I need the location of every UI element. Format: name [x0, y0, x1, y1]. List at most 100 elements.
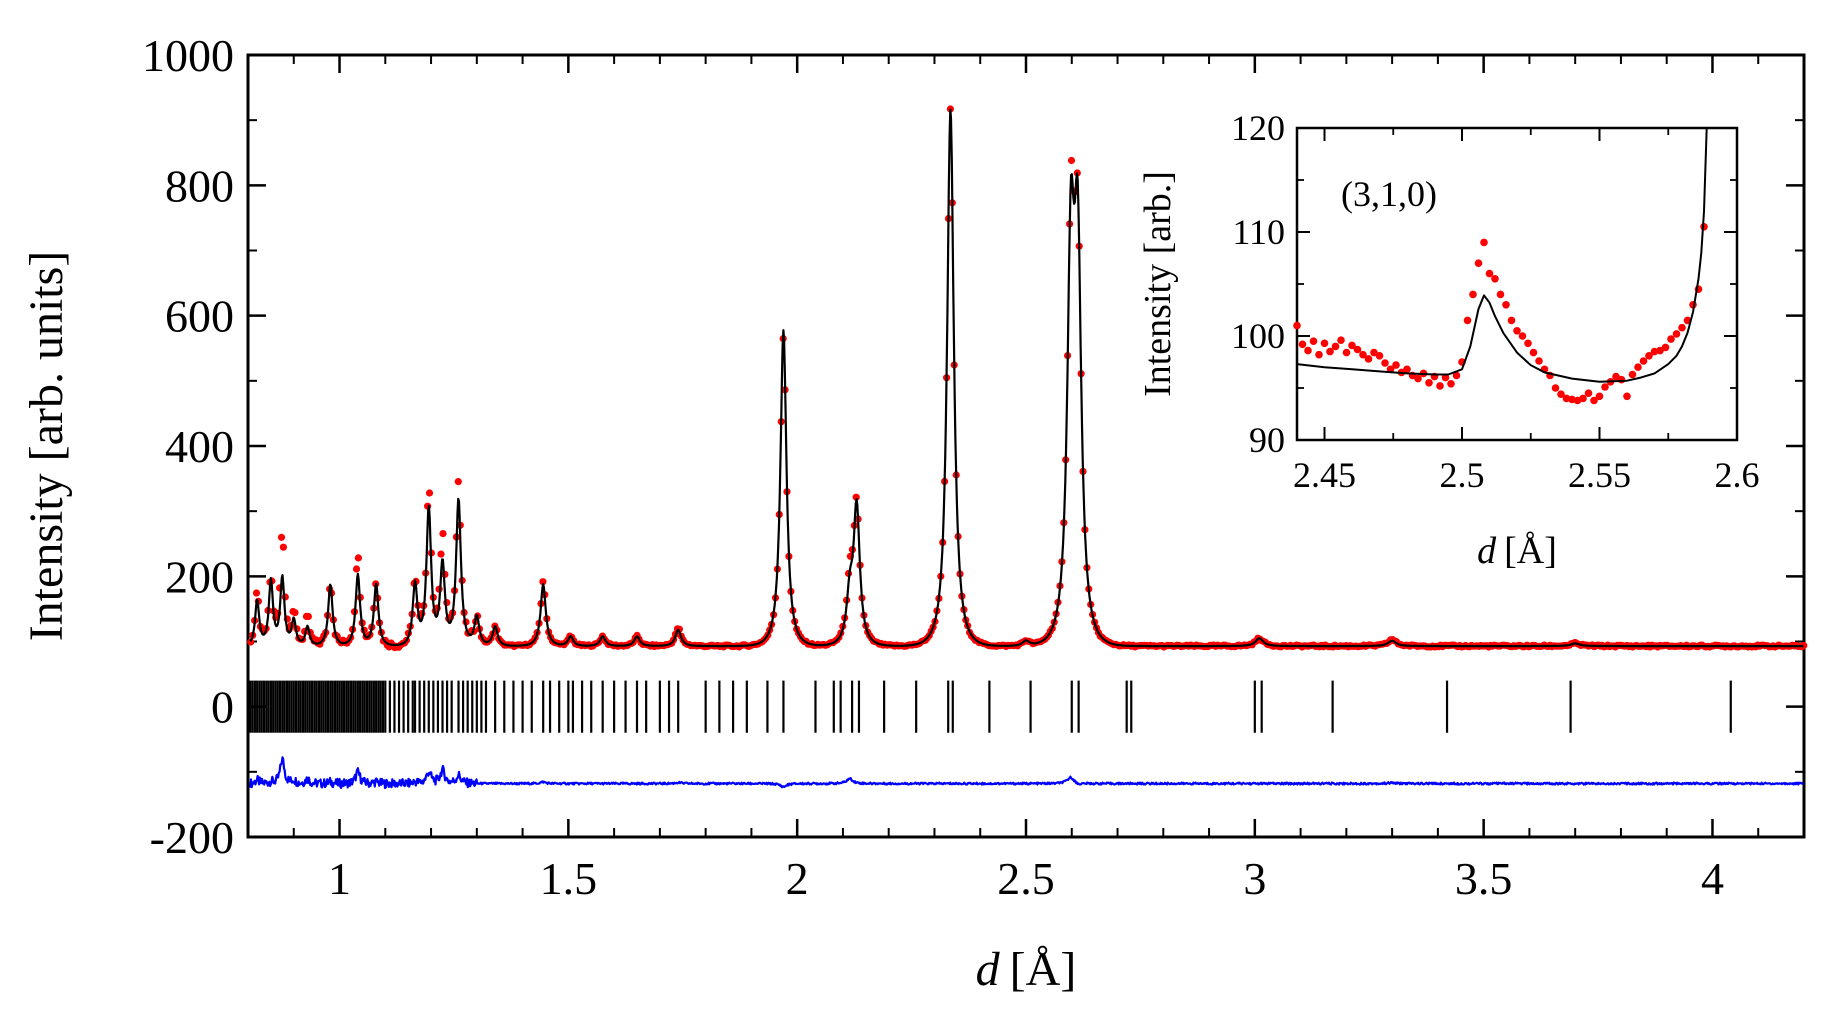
- inset-observed-point: [1309, 337, 1318, 346]
- inset-x-tick-label: 2.5: [1440, 455, 1485, 495]
- observed-point: [277, 533, 286, 541]
- main-x-axis-variable: d: [976, 943, 1001, 996]
- inset-x-tick-label: 2.45: [1293, 455, 1356, 495]
- inset-x-axis: 2.45 2.5 2.55 2.6: [1293, 128, 1760, 495]
- inset-y-axis-label: Intensity [arb.]: [1137, 171, 1179, 397]
- inset-x-axis-variable: d: [1477, 530, 1497, 572]
- inset-observed-point: [1441, 373, 1450, 382]
- y-tick-label: 400: [165, 421, 234, 472]
- inset-observed-point: [1513, 327, 1521, 335]
- main-x-axis-label: d [Å]: [976, 943, 1077, 996]
- inset-observed-point: [1634, 363, 1642, 372]
- observed-point: [852, 493, 860, 501]
- inset-observed-point: [1326, 347, 1334, 356]
- x-tick-label: 4: [1701, 853, 1724, 904]
- x-tick-label: 2.5: [997, 853, 1055, 904]
- reflection-markers: [249, 680, 1732, 733]
- inset-observed-point: [1436, 382, 1444, 390]
- inset-observed-point: [1474, 259, 1483, 268]
- inset-observed-point: [1535, 357, 1543, 365]
- inset-plot: 2.45 2.5 2.55 2.6 90 100 110 120 (3,1,0) Inten…: [1137, 108, 1760, 572]
- inset-observed-point: [1518, 332, 1527, 340]
- observed-point: [539, 578, 547, 586]
- inset-x-tick-label: 2.6: [1715, 455, 1760, 495]
- inset-observed-point: [1628, 370, 1637, 379]
- inset-observed-point: [1480, 238, 1488, 247]
- inset-observed-point: [1672, 330, 1681, 338]
- inset-observed-point: [1645, 352, 1653, 360]
- inset-observed-point: [1381, 359, 1389, 367]
- inset-observed-point: [1529, 348, 1538, 357]
- inset-observed-point: [1293, 321, 1301, 330]
- x-tick-label: 3.5: [1455, 853, 1513, 904]
- y-tick-label: 1000: [142, 30, 234, 81]
- observed-point: [1067, 156, 1076, 165]
- inset-y-tick-label: 110: [1232, 212, 1285, 252]
- inset-y-tick-label: 90: [1249, 420, 1285, 460]
- observed-point: [291, 609, 299, 617]
- inset-observed-point: [1304, 346, 1312, 355]
- inset-observed-point: [1452, 371, 1461, 380]
- inset-observed-point: [1623, 392, 1631, 401]
- y-tick-label: -200: [150, 812, 234, 863]
- main-x-axis-unit: [Å]: [1010, 943, 1077, 996]
- observed-point: [247, 638, 255, 646]
- inset-x-tick-label: 2.55: [1568, 455, 1631, 495]
- inset-observed-point: [1502, 301, 1510, 309]
- inset-observed-point: [1353, 345, 1362, 354]
- inset-observed-point: [1403, 365, 1411, 374]
- inset-observed-point: [1359, 350, 1367, 359]
- inset-observed-point: [1601, 383, 1609, 391]
- observed-point: [279, 543, 287, 551]
- x-tick-label: 3: [1243, 853, 1266, 904]
- inset-annotation: (3,1,0): [1341, 174, 1437, 214]
- inset-observed-point: [1678, 323, 1686, 332]
- inset-observed-point: [1392, 361, 1400, 369]
- inset-observed-point: [1485, 269, 1494, 278]
- inset-observed-point: [1507, 316, 1516, 325]
- inset-observed-point: [1447, 380, 1455, 388]
- observed-point: [454, 478, 462, 486]
- inset-observed-point: [1331, 342, 1340, 351]
- y-tick-label: 600: [165, 291, 234, 342]
- inset-observed-point: [1661, 343, 1670, 352]
- inset-observed-point: [1375, 352, 1384, 360]
- inset-observed-point: [1414, 374, 1422, 383]
- inset-observed-point: [1370, 348, 1378, 357]
- inset-observed-point: [1579, 394, 1587, 403]
- inset-observed-point: [1496, 290, 1505, 299]
- inset-observed-point: [1342, 348, 1351, 357]
- observed-point: [252, 589, 261, 597]
- inset-y-tick-label: 100: [1231, 316, 1285, 356]
- y-tick-label: 0: [211, 682, 234, 733]
- inset-y-tick-label: 120: [1231, 108, 1285, 148]
- inset-y-axis: 90 100 110 120: [1231, 108, 1737, 460]
- inset-observed-point: [1584, 389, 1593, 398]
- inset-observed-point: [1364, 355, 1373, 363]
- inset-observed-point: [1425, 379, 1433, 387]
- main-plot: 1 1.5 2 2.5 3 3.5 4 -200 0 200 400 600 800 1000 Inte…: [20, 30, 1808, 996]
- inset-observed-point: [1469, 290, 1477, 299]
- x-tick-label: 1.5: [540, 853, 598, 904]
- y-tick-label: 800: [165, 160, 234, 211]
- y-tick-label: 200: [165, 551, 234, 602]
- observed-point: [1800, 641, 1808, 650]
- inset-observed-point: [1315, 350, 1323, 359]
- inset-observed-point: [1463, 316, 1472, 325]
- inset-calculated-line: [1296, 127, 1708, 383]
- inset-observed-point: [1667, 335, 1675, 343]
- inset-observed-point: [1595, 392, 1604, 401]
- observed-point: [439, 530, 447, 538]
- inset-observed-point: [1590, 396, 1598, 405]
- x-tick-label: 2: [786, 853, 809, 904]
- observed-point: [437, 550, 445, 558]
- inset-observed-point: [1320, 339, 1329, 348]
- difference-line: [249, 756, 1804, 790]
- observed-point: [304, 612, 312, 621]
- calculated-line: [249, 108, 1804, 648]
- main-y-axis-label: Intensity [arb. units]: [20, 251, 73, 642]
- observed-point: [425, 489, 434, 497]
- inset-observed-point: [1656, 346, 1664, 355]
- inset-observed-point: [1617, 375, 1626, 384]
